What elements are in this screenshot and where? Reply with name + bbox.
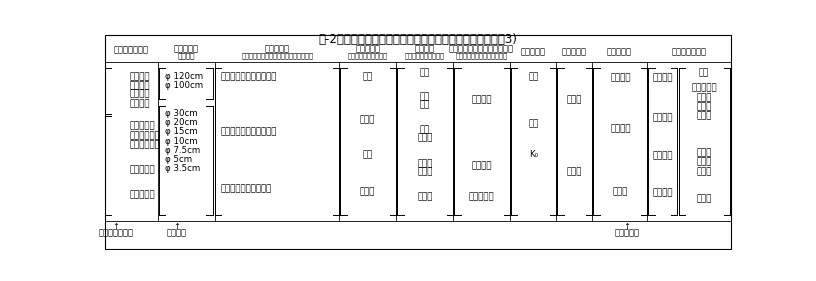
Text: φ 30cm: φ 30cm [165,109,197,118]
Text: 圧密の状態: 圧密の状態 [562,47,587,56]
Text: まさ土: まさ土 [696,158,712,167]
Text: 排水条件: 排水条件 [415,44,435,53]
Text: 排気: 排気 [420,92,430,101]
Text: 過圧密: 過圧密 [613,187,628,196]
Text: 含水の状態: 含水の状態 [355,44,380,53]
Text: K₀: K₀ [529,150,538,159]
Text: 構造の状態: 構造の状態 [607,47,632,56]
Text: 圧密未了: 圧密未了 [610,74,631,83]
Text: 排水: 排水 [420,100,430,109]
Text: 飽和: 飽和 [362,150,373,159]
Text: ↑: ↑ [113,222,119,231]
Text: 排気: 排気 [420,125,430,134]
Text: 単純せん断: 単純せん断 [130,166,156,175]
Text: φ 5cm: φ 5cm [165,155,193,164]
Text: 玉石混じり: 玉石混じり [691,84,717,93]
Text: せん断荷重: せん断荷重 [264,44,290,53]
Text: 高拘束圧: 高拘束圧 [471,95,492,104]
Text: 自然地盤: 自然地盤 [653,74,673,83]
Text: 正規圧密: 正規圧密 [610,124,631,133]
Text: （交番の有無・せん断速度・制御方法）: （交番の有無・せん断速度・制御方法） [242,52,313,59]
Text: 盛土地盤: 盛土地盤 [653,151,673,160]
Text: 単調載荷・繰り返し載荷: 単調載荷・繰り返し載荷 [220,72,277,81]
Text: （圧密時・せん断時）: （圧密時・せん断時） [348,52,388,59]
Text: φ 15cm: φ 15cm [165,128,197,137]
Text: 地盤材料の種類: 地盤材料の種類 [672,47,707,56]
Text: 圧裂引張: 圧裂引張 [130,81,150,90]
Text: ↑: ↑ [623,222,631,231]
Text: 異方: 異方 [528,120,539,129]
Text: 混合土: 混合土 [696,194,712,203]
Text: 排気: 排気 [420,68,430,77]
Text: 非排水: 非排水 [418,133,432,142]
Text: 砂質土: 砂質土 [696,102,712,111]
Text: 表-2　せん断試験の方法と各種条件および地盤材料の種類3): 表-2 せん断試験の方法と各種条件および地盤材料の種類3) [319,33,517,46]
Text: 急速せん断・低速せん断: 急速せん断・低速せん断 [220,128,277,137]
Text: φ 100cm: φ 100cm [165,81,203,90]
Text: 初期せん断: 初期せん断 [468,192,494,201]
Text: 腐植土: 腐植土 [696,149,712,158]
Text: 応力誘導異方性: 応力誘導異方性 [99,229,133,238]
Text: 寸法効果: 寸法効果 [166,229,187,238]
Text: せん断試験方法: せん断試験方法 [113,46,149,55]
Text: 非排気: 非排気 [418,192,432,201]
Text: ひずみ制御・応力制御: ひずみ制御・応力制御 [220,184,272,193]
Text: 三軸圧縮: 三軸圧縮 [130,90,150,99]
Text: （拘束圧の高低・作用方向）: （拘束圧の高低・作用方向） [455,52,508,59]
Text: ねじりせん断: ねじりせん断 [130,141,161,150]
Text: しらす: しらす [696,167,712,176]
Text: （圧密時・せん断時）: （圧密時・せん断時） [405,52,445,59]
Text: 平面ひずみ: 平面ひずみ [130,191,156,200]
Text: 密度の大小: 密度の大小 [521,47,546,56]
Text: 圧密時・せん断時の応力状態: 圧密時・せん断時の応力状態 [449,44,514,53]
Text: 密度大: 密度大 [567,95,582,104]
Text: （直径）: （直径） [177,52,195,59]
Text: 一軸圧縮: 一軸圧縮 [130,72,150,81]
Text: 等方: 等方 [528,72,539,81]
Text: 礫質土: 礫質土 [696,93,712,102]
Text: φ 3.5cm: φ 3.5cm [165,164,201,173]
Text: 三軸伸張: 三軸伸張 [130,99,150,108]
Text: 非排気: 非排気 [418,159,432,168]
Text: リングせん断: リングせん断 [130,131,161,140]
Text: φ 120cm: φ 120cm [165,72,203,81]
Text: 密度小: 密度小 [567,168,582,177]
Text: 乾燥: 乾燥 [362,72,373,81]
Text: φ 7.5cm: φ 7.5cm [165,146,201,155]
Text: 切土地盤: 切土地盤 [653,114,673,123]
Text: φ 20cm: φ 20cm [165,118,197,127]
Text: 不飽和: 不飽和 [360,116,375,125]
Text: 一面せん断: 一面せん断 [130,121,156,130]
Text: 低拘束圧: 低拘束圧 [471,161,492,170]
Text: 構造異方性: 構造異方性 [614,229,640,238]
Text: 粘性土: 粘性土 [696,111,712,120]
Text: 岩石: 岩石 [699,68,709,77]
Text: 供試体寸法: 供試体寸法 [174,44,198,53]
Text: 非排水: 非排水 [418,168,432,177]
Text: ↑: ↑ [173,222,180,231]
Text: 浸透圧: 浸透圧 [360,187,375,196]
Text: φ 10cm: φ 10cm [165,137,197,146]
Text: 改良地盤: 改良地盤 [653,188,673,197]
